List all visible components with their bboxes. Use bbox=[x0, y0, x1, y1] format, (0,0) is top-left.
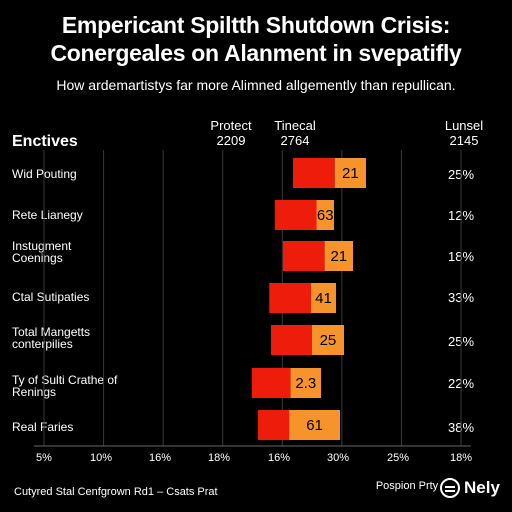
x-tick-label: 18% bbox=[207, 452, 231, 464]
column-header-lunsel-value: 2145 bbox=[449, 133, 479, 148]
column-header-protect-name: Protect bbox=[210, 118, 252, 133]
credit-note: Pospion Prty bbox=[375, 480, 439, 492]
bar-segment-series1 bbox=[282, 241, 325, 271]
logo-text: Nely bbox=[464, 478, 500, 497]
bar-data-label: 41 bbox=[315, 290, 332, 307]
bar-segment-series2 bbox=[324, 241, 353, 271]
column-header-tinecal-value: 2764 bbox=[280, 133, 310, 148]
bar-data-label: 2.3 bbox=[295, 375, 316, 392]
row-label: Real Faries bbox=[12, 420, 74, 434]
column-header-tinecal: Tinecal 2764 bbox=[262, 118, 328, 148]
x-tick-label: 25% bbox=[386, 452, 410, 464]
bar-segment-series1 bbox=[269, 283, 311, 313]
bar-data-label: 61 bbox=[306, 417, 323, 434]
column-header-protect: Protect 2209 bbox=[200, 118, 262, 148]
bar-data-label: 21 bbox=[330, 248, 347, 265]
column-header-lunsel: Lunsel 2145 bbox=[434, 118, 494, 148]
x-tick-label: 18% bbox=[449, 452, 473, 464]
bar-data-label: 21 bbox=[342, 165, 359, 182]
chart-subtitle: How ardemartistys far more Alimned allge… bbox=[56, 77, 456, 93]
row-label: Ty of Sulti Crathe of Renings bbox=[12, 373, 118, 399]
bar-segment-series1 bbox=[274, 200, 317, 230]
bar-segment-series1 bbox=[251, 368, 291, 398]
logo-icon bbox=[440, 478, 460, 498]
chart-title-line1: Empericant Spiltth Shutdown Crisis: bbox=[61, 12, 451, 38]
bar-segment-series1 bbox=[293, 158, 335, 188]
bar-segment-series2 bbox=[290, 368, 321, 398]
x-tick-label: 10% bbox=[89, 452, 113, 464]
bar-segment-series1 bbox=[257, 410, 290, 440]
column-header-lunsel-name: Lunsel bbox=[444, 118, 484, 133]
x-tick-label: 16% bbox=[267, 452, 291, 464]
bar-segment-series2 bbox=[289, 410, 340, 440]
x-tick-label: 30% bbox=[326, 452, 350, 464]
bar-segment-series1 bbox=[271, 325, 312, 355]
bar-data-label: 63 bbox=[317, 207, 334, 224]
x-tick-label: 5% bbox=[36, 452, 52, 464]
bar-segment-series2 bbox=[311, 325, 344, 355]
bar-segment-series2 bbox=[334, 158, 366, 188]
column-header-protect-value: 2209 bbox=[216, 133, 246, 148]
row-label: Total Mangetts conterpilies bbox=[12, 325, 91, 351]
source-note: Cutyred Stal Cenfgrown Rd1 – Csats Prat bbox=[14, 486, 218, 498]
bar-segment-series2 bbox=[316, 200, 334, 230]
brand-logo: Nely bbox=[440, 478, 500, 498]
category-column-header: Enctives bbox=[12, 133, 78, 150]
row-label: Instugment Coenings bbox=[12, 239, 72, 265]
row-label: Ctal Sutipaties bbox=[12, 290, 90, 304]
bar-data-label: 25 bbox=[320, 332, 337, 349]
row-label: Rete Lianegy bbox=[12, 208, 83, 222]
bar-segment-series2 bbox=[310, 283, 336, 313]
column-header-tinecal-name: Tinecal bbox=[274, 118, 316, 133]
chart-title-line2: Conergeales on Alanment in svepatifly bbox=[50, 40, 462, 66]
x-tick-label: 16% bbox=[148, 452, 172, 464]
